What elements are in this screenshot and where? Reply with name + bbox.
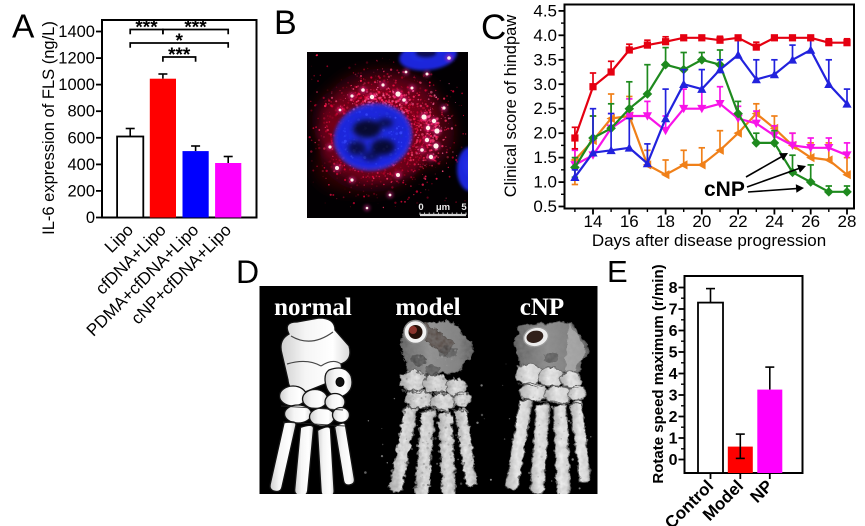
- svg-text:18: 18: [656, 212, 675, 231]
- svg-text:***: ***: [135, 18, 158, 39]
- svg-text:Clinical score of hindpaw: Clinical score of hindpaw: [502, 15, 520, 198]
- svg-text:0: 0: [86, 209, 95, 227]
- svg-text:Days after disease progression: Days after disease progression: [592, 231, 826, 250]
- svg-text:3: 3: [669, 388, 678, 405]
- svg-text:model: model: [395, 294, 460, 321]
- svg-text:1000: 1000: [58, 76, 95, 94]
- svg-text:0: 0: [669, 452, 678, 469]
- svg-text:A: A: [12, 9, 35, 46]
- svg-text:8: 8: [669, 280, 678, 297]
- svg-text:5: 5: [669, 345, 678, 362]
- svg-text:3.5: 3.5: [533, 50, 557, 69]
- svg-text:6: 6: [669, 323, 678, 340]
- svg-text:400: 400: [67, 156, 95, 174]
- svg-text:1400: 1400: [58, 23, 95, 41]
- svg-text:2: 2: [669, 409, 678, 426]
- svg-text:1: 1: [669, 431, 678, 448]
- svg-text:IL-6 expression of FLS (ng/L): IL-6 expression of FLS (ng/L): [40, 21, 58, 235]
- svg-text:C: C: [481, 8, 506, 47]
- svg-text:5: 5: [461, 202, 467, 213]
- svg-text:D: D: [236, 254, 259, 290]
- svg-text:28: 28: [837, 212, 856, 231]
- svg-text:0: 0: [418, 202, 423, 213]
- svg-text:μm: μm: [436, 202, 450, 213]
- svg-text:*: *: [175, 31, 183, 52]
- svg-text:800: 800: [67, 103, 95, 121]
- svg-text:1.0: 1.0: [533, 173, 557, 192]
- svg-text:2.0: 2.0: [533, 124, 557, 143]
- svg-text:4.0: 4.0: [533, 26, 557, 45]
- svg-text:3.0: 3.0: [533, 75, 557, 94]
- svg-text:200: 200: [67, 182, 95, 200]
- svg-text:16: 16: [620, 212, 639, 231]
- svg-text:***: ***: [184, 18, 207, 39]
- svg-text:24: 24: [765, 212, 784, 231]
- svg-text:4: 4: [669, 366, 678, 383]
- svg-text:Rotate speed maximum (r/min): Rotate speed maximum (r/min): [650, 264, 667, 483]
- svg-text:cNP: cNP: [704, 178, 745, 201]
- svg-text:0.5: 0.5: [533, 197, 557, 216]
- svg-text:22: 22: [729, 212, 748, 231]
- svg-text:7: 7: [669, 302, 678, 319]
- svg-text:NP: NP: [746, 476, 776, 506]
- svg-text:20: 20: [692, 212, 711, 231]
- svg-text:26: 26: [801, 212, 820, 231]
- svg-text:B: B: [274, 4, 297, 42]
- svg-text:600: 600: [67, 129, 95, 147]
- svg-text:2.5: 2.5: [533, 99, 557, 118]
- svg-text:1200: 1200: [58, 50, 95, 68]
- svg-text:14: 14: [584, 212, 603, 231]
- svg-text:normal: normal: [274, 294, 352, 321]
- svg-text:1.5: 1.5: [533, 148, 557, 167]
- svg-text:4.5: 4.5: [533, 1, 557, 20]
- svg-text:***: ***: [168, 45, 191, 66]
- svg-text:E: E: [607, 254, 628, 289]
- svg-text:cNP: cNP: [520, 294, 564, 321]
